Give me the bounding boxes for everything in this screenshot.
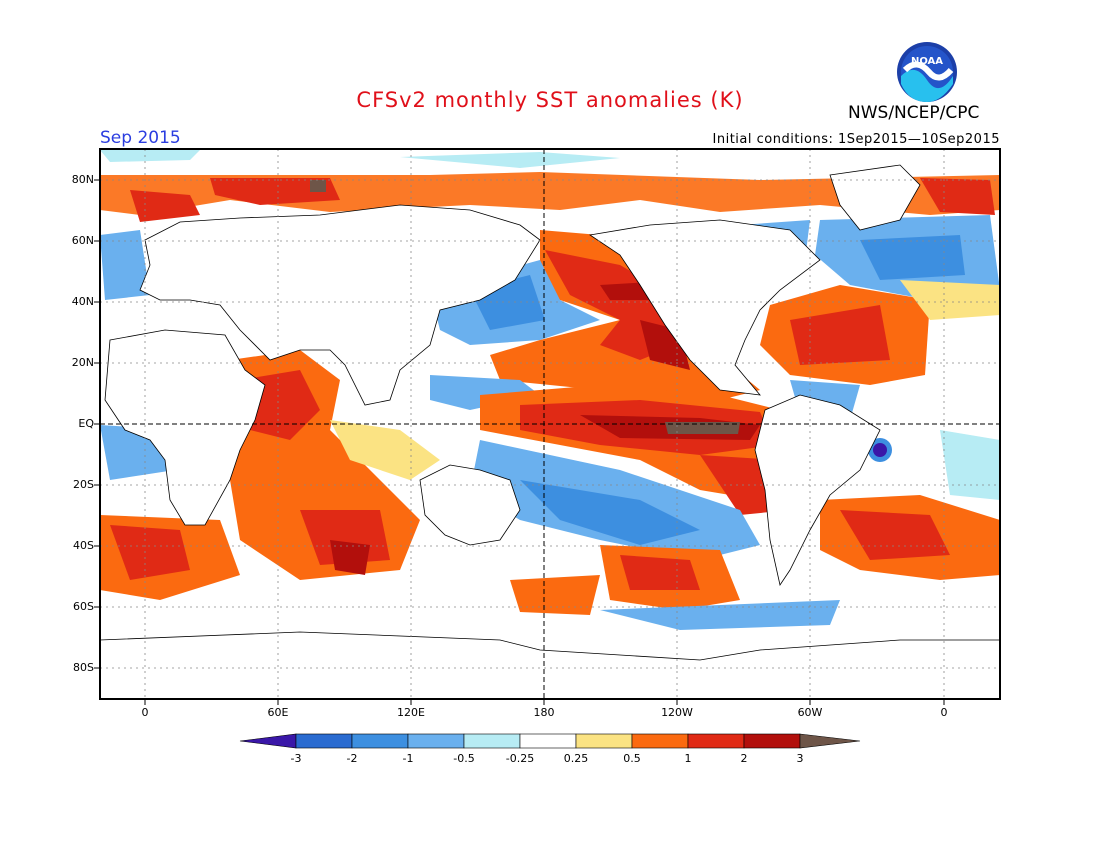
lat-label: EQ <box>78 417 94 430</box>
colorbar-swatch <box>519 733 577 749</box>
lat-label: 60S <box>73 600 94 613</box>
colorbar-swatch <box>743 733 801 749</box>
colorbar-swatch <box>799 733 861 749</box>
agency-label: NWS/NCEP/CPC <box>848 103 980 123</box>
colorbar <box>239 733 861 749</box>
lon-label: 0 <box>940 706 948 719</box>
initial-conditions-label: Initial conditions: 1Sep2015—10Sep2015 <box>712 132 1000 147</box>
lat-label: 80S <box>73 661 94 674</box>
lon-label: 120W <box>661 706 693 719</box>
colorbar-label: 3 <box>796 752 804 765</box>
lon-label: 60W <box>797 706 823 719</box>
colorbar-label: 2 <box>740 752 748 765</box>
colorbar-swatch <box>295 733 353 749</box>
lon-label: 60E <box>267 706 289 719</box>
noaa-logo-icon: NOAA <box>897 42 957 102</box>
lon-label: 0 <box>141 706 149 719</box>
svg-text:NOAA: NOAA <box>911 56 943 67</box>
lon-label: 180 <box>533 706 555 719</box>
colorbar-label: -0.5 <box>453 752 475 765</box>
lat-label: 60N <box>71 234 94 247</box>
lat-label: 20N <box>71 356 94 369</box>
lat-label: 40N <box>71 295 94 308</box>
colorbar-swatch <box>463 733 521 749</box>
colorbar-label: -0.25 <box>505 752 535 765</box>
lat-label: 40S <box>73 539 94 552</box>
colorbar-label: 0.25 <box>563 752 589 765</box>
colorbar-label: 1 <box>684 752 692 765</box>
map-title: CFSv2 monthly SST anomalies (K) <box>356 88 744 112</box>
lat-label: 20S <box>73 478 94 491</box>
colorbar-swatch <box>687 733 745 749</box>
forecast-month-label: Sep 2015 <box>100 128 181 148</box>
colorbar-label: -2 <box>346 752 358 765</box>
lon-label: 120E <box>397 706 425 719</box>
colorbar-swatch <box>239 733 297 749</box>
lat-label: 80N <box>71 173 94 186</box>
anomaly-field <box>100 150 1000 699</box>
colorbar-swatch <box>407 733 465 749</box>
colorbar-swatch <box>575 733 633 749</box>
colorbar-label: -3 <box>290 752 302 765</box>
colorbar-label: -1 <box>402 752 414 765</box>
colorbar-swatch <box>631 733 689 749</box>
graticule <box>100 149 1000 699</box>
colorbar-swatch <box>351 733 409 749</box>
colorbar-label: 0.5 <box>623 752 641 765</box>
